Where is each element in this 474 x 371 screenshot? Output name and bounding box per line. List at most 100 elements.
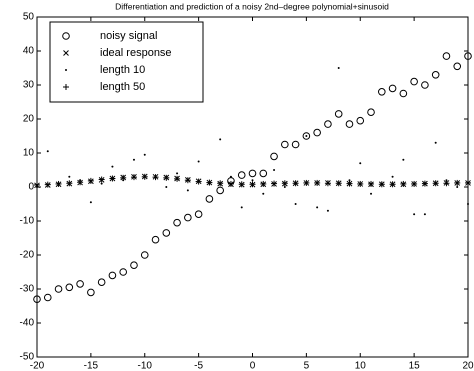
x-tick-label: -15: [84, 361, 99, 371]
data-point: [219, 138, 222, 141]
data-point: [464, 52, 472, 60]
y-tick-label: -40: [20, 318, 35, 329]
x-tick-label: 15: [409, 361, 421, 371]
data-point: [305, 135, 308, 137]
data-point: [335, 180, 342, 187]
data-point: [151, 235, 160, 244]
data-point: [54, 285, 63, 293]
x-tick-label: 10: [355, 361, 367, 371]
data-point: [130, 261, 138, 270]
data-point: [68, 175, 71, 178]
data-point: [237, 171, 246, 179]
data-point: [89, 201, 92, 204]
data-point: [259, 169, 268, 178]
data-point: [176, 172, 179, 175]
data-point: [402, 158, 405, 161]
data-point: [184, 177, 191, 184]
y-tick-label: 40: [23, 46, 35, 57]
data-point: [119, 268, 127, 276]
data-point: [281, 140, 289, 149]
data-point: [324, 180, 331, 187]
data-point: [262, 192, 265, 195]
data-point: [260, 180, 267, 187]
data-point: [313, 128, 321, 137]
data-point: [467, 203, 469, 205]
data-point: [229, 175, 232, 178]
data-point: [216, 186, 224, 195]
x-tick-label: 5: [304, 361, 310, 371]
data-point: [77, 179, 84, 186]
legend-label: length 10: [100, 64, 145, 76]
data-point: [316, 206, 319, 209]
legend-label: ideal response: [100, 47, 172, 59]
data-point: [389, 181, 396, 188]
data-point: [173, 218, 181, 227]
data-point: [273, 169, 276, 171]
data-point: [399, 89, 408, 98]
data-point: [443, 180, 450, 187]
data-point: [337, 67, 340, 69]
y-tick-label: 30: [23, 80, 35, 91]
data-point: [442, 52, 451, 60]
data-point: [388, 84, 397, 93]
data-point: [303, 179, 310, 186]
data-point: [44, 181, 51, 188]
data-point: [454, 179, 461, 186]
data-point: [97, 278, 106, 287]
data-point: [453, 62, 462, 71]
data-point: [46, 150, 49, 153]
data-point: [359, 162, 362, 165]
legend-marker: [62, 32, 70, 40]
data-point: [174, 175, 181, 182]
data-point: [163, 174, 170, 181]
data-point: [33, 295, 41, 304]
marker-stroke: [63, 50, 69, 56]
x-tick-label: -5: [194, 361, 203, 371]
data-point: [421, 180, 428, 187]
data-point: [55, 180, 62, 187]
data-point: [314, 179, 321, 186]
data-point: [391, 175, 394, 178]
y-tick-label: -20: [20, 250, 35, 261]
chart-title: Differentiation and prediction of a nois…: [115, 1, 389, 11]
legend-box: [49, 21, 204, 103]
data-point: [434, 141, 437, 144]
data-point: [413, 213, 416, 216]
data-point: [65, 283, 74, 292]
data-point: [456, 186, 459, 188]
data-point: [378, 88, 386, 96]
data-point: [357, 180, 364, 187]
data-point: [421, 81, 429, 89]
data-point: [251, 179, 254, 182]
data-point: [184, 213, 192, 222]
data-point: [465, 179, 471, 186]
data-point: [195, 178, 202, 185]
legend-marker: [65, 69, 67, 71]
data-point: [294, 203, 297, 205]
data-point: [248, 169, 257, 178]
data-point: [98, 176, 105, 183]
data-point: [34, 181, 40, 188]
data-point: [400, 180, 407, 187]
data-point: [249, 181, 256, 188]
data-point: [152, 174, 159, 181]
data-point: [206, 179, 213, 186]
data-point: [410, 77, 418, 86]
data-point: [370, 192, 373, 195]
data-point: [334, 110, 343, 118]
x-tick-label: 20: [462, 361, 474, 371]
data-point: [432, 180, 439, 187]
y-tick-label: -10: [20, 216, 35, 227]
x-tick-label: -20: [30, 361, 45, 371]
data-point: [271, 180, 278, 187]
x-tick-label: -10: [138, 361, 153, 371]
legend-marker: [63, 50, 69, 56]
data-point: [76, 280, 84, 288]
data-point: [291, 140, 300, 149]
y-tick-label: 20: [23, 114, 35, 125]
data-point: [326, 209, 329, 212]
data-point: [227, 180, 234, 187]
x-tick-label: 0: [250, 361, 256, 371]
data-point: [143, 153, 146, 156]
y-tick-label: 10: [23, 148, 35, 159]
